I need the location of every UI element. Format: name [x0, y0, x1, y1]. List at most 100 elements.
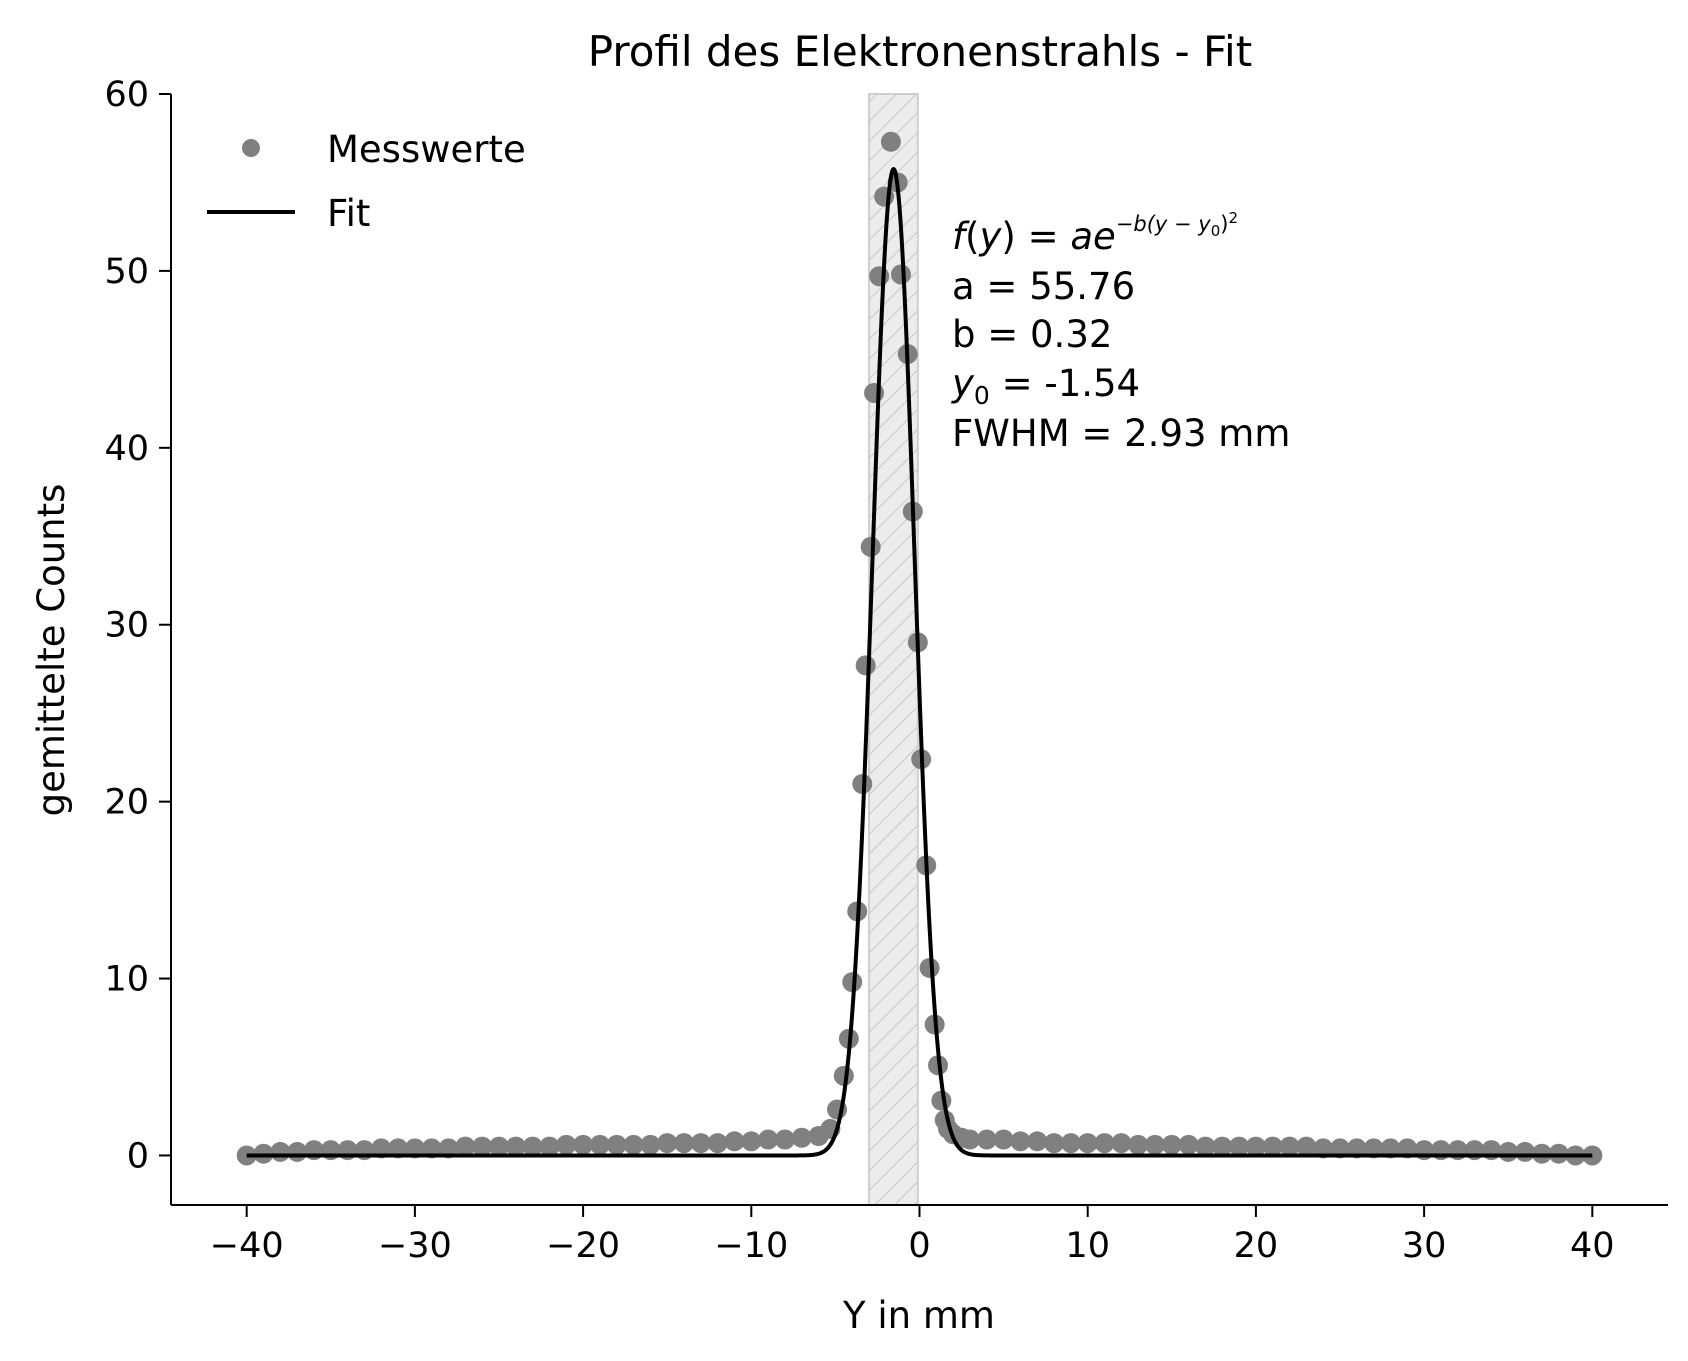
shaded-band-hatch: [869, 94, 918, 1205]
x-tick-label: −20: [546, 1226, 620, 1266]
measurement-point: [724, 1131, 745, 1152]
formula-a: a: [1070, 215, 1093, 258]
measurement-point: [1128, 1134, 1149, 1155]
measurement-point: [1027, 1131, 1048, 1152]
y-tick-label: 0: [127, 1136, 149, 1176]
y-tick-label: 50: [104, 252, 149, 292]
fit-param-b: b = 0.32: [952, 313, 1112, 356]
fit-line: [245, 167, 1594, 1158]
measurement-point: [421, 1138, 442, 1159]
measurement-point: [758, 1129, 779, 1150]
x-tick-label: −30: [378, 1226, 452, 1266]
measurement-point: [1161, 1134, 1182, 1155]
measurement-point: [919, 957, 940, 978]
legend-label-fit: Fit: [327, 192, 370, 235]
x-tick-label: −40: [210, 1226, 284, 1266]
measurement-point: [404, 1138, 425, 1159]
formula-exponent-sub: 0: [1211, 222, 1221, 240]
measurement-point: [371, 1138, 392, 1159]
measurement-point: [976, 1129, 997, 1150]
measurement-point: [890, 264, 911, 285]
x-tick-label: 10: [1065, 1226, 1110, 1266]
measurement-point: [1380, 1138, 1401, 1159]
formula-e: e: [1093, 215, 1116, 258]
measurement-point: [1178, 1134, 1199, 1155]
y-tick-label: 60: [104, 75, 149, 115]
fit-param-a: a = 55.76: [952, 265, 1135, 308]
legend-label-measurements: Messwerte: [327, 128, 526, 171]
formula-exponent: −b(y − y: [1116, 212, 1211, 236]
measurement-point: [774, 1129, 795, 1150]
fit-annotation: f(y) = ae−b(y − y0)2 a = 55.76 b = 0.32 …: [951, 209, 1290, 455]
measurement-point: [438, 1138, 459, 1159]
shaded-band-group: [868, 93, 919, 1206]
y-tick-label: 10: [104, 960, 149, 1000]
y0-sub: 0: [974, 381, 990, 410]
measurement-point: [1229, 1136, 1250, 1157]
measurement-point: [1212, 1136, 1233, 1157]
y-axis-label: gemittelte Counts: [30, 484, 73, 817]
measurement-point: [589, 1134, 610, 1155]
x-tick-label: 0: [908, 1226, 930, 1266]
measurement-point: [1094, 1133, 1115, 1154]
fit-line-group: [245, 167, 1594, 1158]
measurement-point: [1195, 1136, 1216, 1157]
measurement-point: [556, 1134, 577, 1155]
measurement-point: [1144, 1134, 1165, 1155]
measurement-point: [1060, 1133, 1081, 1154]
measurement-point: [993, 1129, 1014, 1150]
measurement-point: [388, 1138, 409, 1159]
measurement-point: [869, 266, 890, 287]
measurement-point: [488, 1136, 509, 1157]
measurement-point: [539, 1136, 560, 1157]
measurement-point: [640, 1134, 661, 1155]
formula-exponent-sup: 2: [1228, 209, 1238, 227]
measurement-point: [707, 1133, 728, 1154]
legend: Messwerte Fit: [207, 128, 526, 235]
measurement-point: [1010, 1131, 1031, 1152]
measurement-point: [505, 1136, 526, 1157]
measurement-point: [1397, 1138, 1418, 1159]
measurement-point: [1044, 1133, 1065, 1154]
x-tick-label: −10: [714, 1226, 788, 1266]
y0-rest: = -1.54: [990, 362, 1140, 405]
measurement-point: [1245, 1136, 1266, 1157]
measurement-point: [741, 1131, 762, 1152]
y0-var: y: [951, 362, 975, 405]
measurement-point: [1313, 1138, 1334, 1159]
measurement-point: [690, 1133, 711, 1154]
measurement-point: [1077, 1133, 1098, 1154]
formula-y: y: [978, 215, 1002, 258]
x-ticks: −40 −30 −20 −10 0 10 20 30 40: [210, 1205, 1615, 1266]
measurement-point: [1363, 1138, 1384, 1159]
measurement-point: [855, 655, 876, 676]
formula-exponent-close: ): [1220, 212, 1228, 236]
measurement-point: [959, 1129, 980, 1150]
measurement-point: [455, 1136, 476, 1157]
fit-fwhm: FWHM = 2.93 mm: [952, 412, 1290, 455]
measurement-point: [1279, 1136, 1300, 1157]
formula-eq: =: [1028, 215, 1059, 258]
x-axis-label: Y in mm: [842, 1294, 995, 1337]
y-tick-label: 40: [104, 429, 149, 469]
measurement-point: [1296, 1136, 1317, 1157]
y-tick-label: 30: [104, 606, 149, 646]
y-tick-label: 20: [104, 783, 149, 823]
measurement-point: [623, 1134, 644, 1155]
x-tick-label: 20: [1234, 1226, 1279, 1266]
measurement-point: [1346, 1138, 1367, 1159]
legend-marker-measurements: [242, 139, 260, 157]
x-tick-label: 30: [1402, 1226, 1447, 1266]
measurement-point: [860, 536, 881, 557]
x-tick-label: 40: [1570, 1226, 1615, 1266]
measurement-point: [842, 972, 863, 993]
measurement-point: [657, 1133, 678, 1154]
measurement-point: [1262, 1136, 1283, 1157]
chart-title: Profil des Elektronenstrahls - Fit: [588, 27, 1252, 76]
measurement-point: [674, 1133, 695, 1154]
measurement-point: [880, 131, 901, 152]
measurement-point: [791, 1127, 812, 1148]
fit-param-y0: y0 = -1.54: [951, 362, 1140, 410]
measurement-point: [864, 382, 885, 403]
